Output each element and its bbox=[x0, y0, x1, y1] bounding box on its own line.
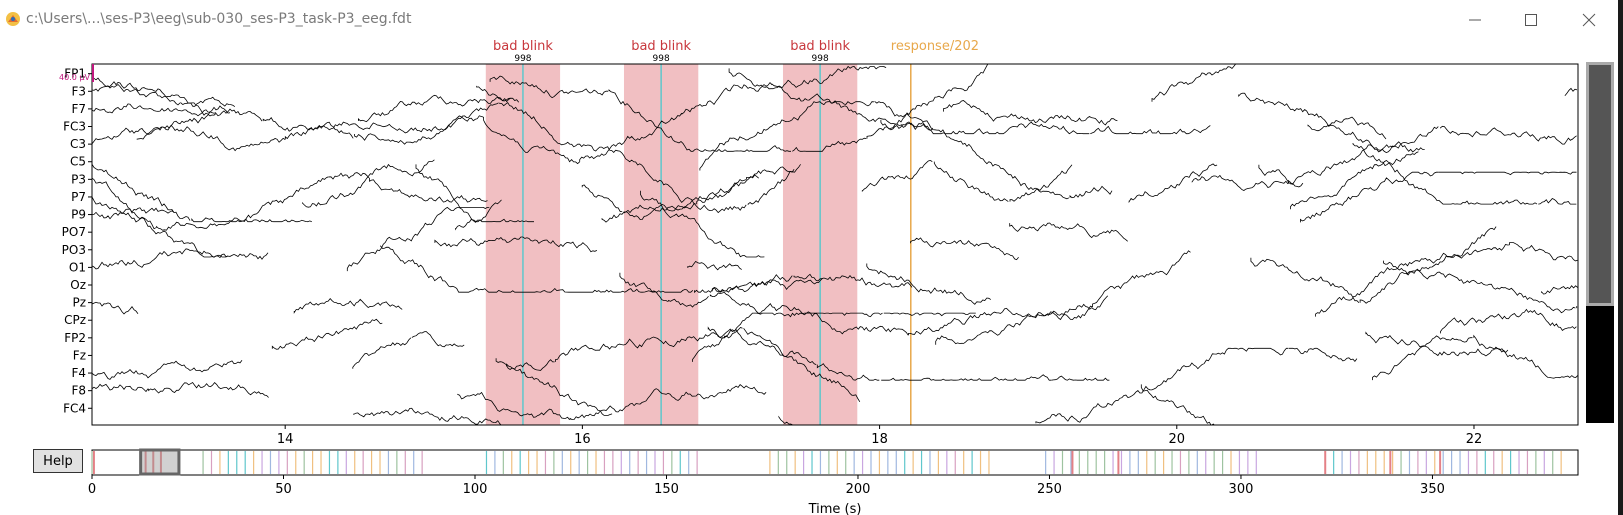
minimize-button[interactable] bbox=[1448, 0, 1502, 40]
channel-label[interactable]: Pz bbox=[72, 296, 86, 310]
channel-label[interactable]: F8 bbox=[71, 384, 86, 398]
overview-view-window[interactable] bbox=[139, 448, 181, 476]
eeg-trace bbox=[92, 64, 1578, 152]
eeg-trace bbox=[619, 250, 1578, 336]
window-title: c:\Users\...\ses-P3\eeg\sub-030_ses-P3_t… bbox=[26, 11, 412, 27]
channel-label[interactable]: Fz bbox=[73, 348, 86, 362]
channel-scrollbar-track[interactable] bbox=[1586, 306, 1614, 423]
minimize-icon bbox=[1469, 19, 1481, 21]
channel-label[interactable]: FC3 bbox=[63, 120, 86, 134]
channel-label[interactable]: PO3 bbox=[62, 243, 86, 257]
eeg-trace bbox=[92, 312, 1578, 381]
channel-label[interactable]: FC4 bbox=[63, 401, 86, 415]
overview-time-axis: 0 50 100 150 200 250 300 350 bbox=[88, 475, 1445, 497]
overview-tick-label: 50 bbox=[275, 482, 292, 497]
eeg-trace bbox=[92, 242, 1578, 317]
channel-scrollbar-thumb[interactable] bbox=[1586, 62, 1614, 306]
overview-tick-label: 250 bbox=[1037, 482, 1062, 497]
overview-bar[interactable]: 0 50 100 150 200 250 300 350 Time (s) bbox=[88, 448, 1579, 515]
channel-scrollbar[interactable] bbox=[1586, 62, 1614, 423]
eeg-trace bbox=[271, 318, 1509, 357]
channel-label[interactable]: P3 bbox=[71, 172, 86, 186]
event-label: 998 bbox=[653, 54, 670, 64]
main-axes-frame bbox=[91, 63, 1579, 426]
channel-labels: FP1 F3 F7 FC3 C3 C5 P3 P7 P9 PO7 PO3 O1 Oz Pz CPz FP2 Fz… bbox=[62, 67, 92, 415]
maximize-icon bbox=[1525, 14, 1537, 26]
eeg-trace bbox=[293, 297, 1577, 381]
time-tick-label: 16 bbox=[574, 432, 591, 447]
time-tick-label: 20 bbox=[1169, 432, 1186, 447]
channel-label[interactable]: C3 bbox=[70, 137, 86, 151]
eeg-trace bbox=[92, 151, 1419, 258]
overview-frame[interactable] bbox=[91, 449, 1579, 476]
title-bar: c:\Users\...\ses-P3\eeg\sub-030_ses-P3_t… bbox=[0, 0, 1623, 40]
eeg-trace bbox=[92, 100, 1304, 223]
eeg-trace bbox=[353, 347, 1358, 425]
window-border bbox=[1618, 0, 1623, 515]
eeg-trace bbox=[92, 102, 1577, 205]
eeg-trace bbox=[495, 295, 1108, 416]
channel-label[interactable]: O1 bbox=[69, 260, 86, 274]
channel-label[interactable]: FP1 bbox=[64, 67, 86, 81]
overview-tick-label: 200 bbox=[846, 482, 871, 497]
eeg-trace bbox=[92, 206, 1578, 314]
help-button[interactable]: Help bbox=[33, 449, 83, 473]
eeg-trace bbox=[92, 381, 1215, 425]
time-tick-label: 18 bbox=[871, 432, 888, 447]
annotation-label: bad blink bbox=[790, 39, 850, 54]
eeg-trace bbox=[92, 164, 801, 231]
time-tick-label: 22 bbox=[1466, 432, 1483, 447]
time-tick-label: 14 bbox=[277, 432, 294, 447]
event-label: 998 bbox=[514, 54, 531, 64]
close-button[interactable] bbox=[1562, 0, 1616, 40]
eeg-trace bbox=[92, 126, 1439, 231]
annotation-label: bad blink bbox=[493, 39, 553, 54]
channel-label[interactable]: F4 bbox=[71, 366, 86, 380]
channel-label[interactable]: F7 bbox=[71, 102, 86, 116]
scale-bar: 40.0 µV bbox=[59, 64, 94, 82]
time-axis: 14 16 18 20 22 bbox=[277, 425, 1482, 447]
eeg-trace bbox=[92, 68, 1211, 135]
channel-label[interactable]: P9 bbox=[71, 208, 86, 222]
eeg-traces bbox=[92, 64, 1578, 425]
channel-label[interactable]: Oz bbox=[70, 278, 86, 292]
overview-events bbox=[91, 451, 1562, 474]
close-icon bbox=[1582, 13, 1596, 27]
annotation-label: response/202 bbox=[891, 39, 979, 54]
overview-tick-label: 350 bbox=[1420, 482, 1445, 497]
channel-label[interactable]: PO7 bbox=[62, 225, 86, 239]
channel-label[interactable]: CPz bbox=[64, 313, 86, 327]
app-icon bbox=[6, 12, 20, 26]
overview-tick-label: 0 bbox=[88, 482, 96, 497]
channel-label[interactable]: C5 bbox=[70, 155, 86, 169]
scale-label: 40.0 µV bbox=[59, 73, 90, 82]
annotation-label: bad blink bbox=[631, 39, 691, 54]
channel-label[interactable]: F3 bbox=[71, 84, 86, 98]
channel-label[interactable]: FP2 bbox=[64, 331, 86, 345]
eeg-trace bbox=[434, 226, 1497, 304]
overview-tick-label: 150 bbox=[654, 482, 679, 497]
event-label: 998 bbox=[812, 54, 829, 64]
overview-tick-label: 300 bbox=[1229, 482, 1254, 497]
eeg-trace bbox=[136, 65, 1577, 165]
overview-tick-label: 100 bbox=[463, 482, 488, 497]
maximize-button[interactable] bbox=[1504, 0, 1558, 40]
time-axis-label: Time (s) bbox=[808, 502, 862, 515]
eeg-trace bbox=[92, 92, 1425, 153]
channel-label[interactable]: P7 bbox=[71, 190, 86, 204]
